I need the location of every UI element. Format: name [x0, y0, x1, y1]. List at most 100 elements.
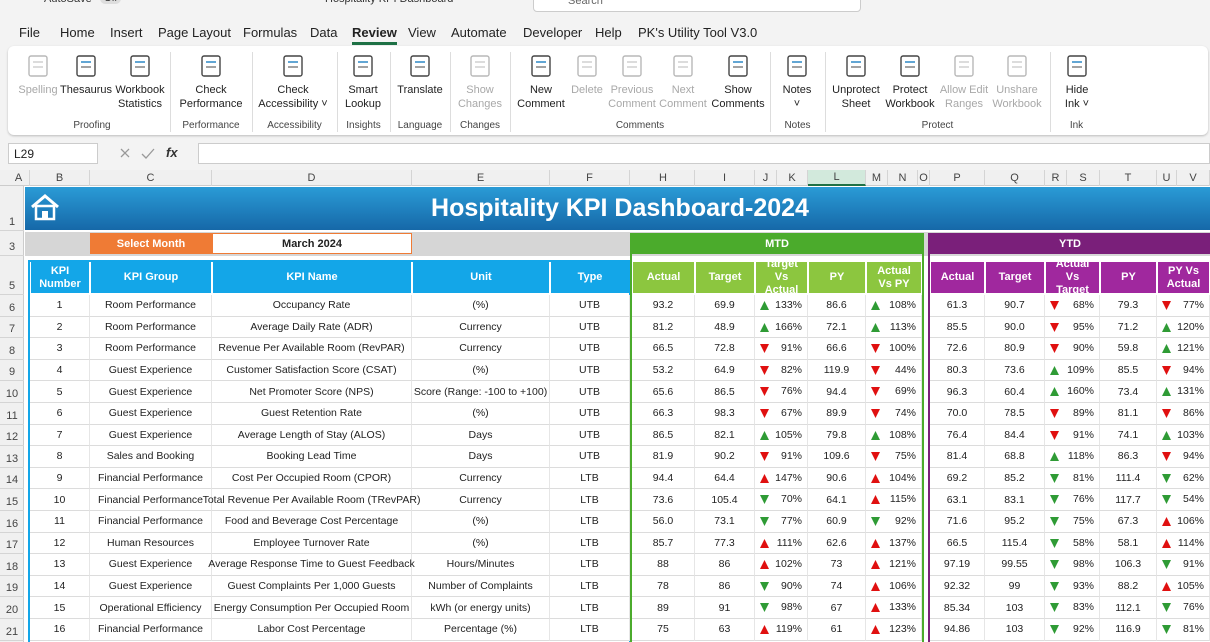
table-cell: 15: [30, 597, 90, 619]
trend-arrow: [871, 560, 880, 570]
table-cell: (%): [412, 511, 550, 533]
column-header: H: [632, 170, 695, 186]
trend-arrow: [1050, 473, 1059, 483]
group-separator: [252, 52, 253, 132]
button-label: Notes: [782, 84, 812, 96]
ribbon-button[interactable]: Show Comments: [708, 50, 768, 116]
trend-arrow: [760, 387, 769, 397]
row-header-bar: [0, 186, 24, 642]
ribbon-tab[interactable]: Insert: [110, 25, 143, 40]
trend-arrow: [871, 625, 880, 634]
percent-text: 44%: [894, 363, 916, 376]
table-cell: 103: [985, 619, 1045, 641]
ribbon-tab[interactable]: File: [19, 25, 40, 40]
ribbon-button[interactable]: Hide Ink ˅: [1047, 50, 1107, 116]
button-icon: [622, 55, 642, 77]
ribbon-tab[interactable]: Page Layout: [158, 25, 232, 40]
row-header: 10: [0, 381, 24, 403]
ribbon-tab[interactable]: View: [408, 25, 436, 40]
table-cell: 86: [695, 554, 755, 576]
ribbon-button[interactable]: Check Accessibility ˅: [258, 50, 328, 116]
ribbon-button[interactable]: Delete: [557, 50, 617, 116]
ytd-banner: YTD: [930, 233, 1210, 254]
search-box[interactable]: Search: [533, 0, 861, 12]
ribbon-button[interactable]: Unshare Workbook: [987, 50, 1047, 116]
ribbon-tab[interactable]: Developer: [523, 25, 583, 40]
ribbon-button[interactable]: Next Comment: [653, 50, 713, 116]
button-label: Comment: [517, 98, 565, 110]
ribbon-button[interactable]: Previous Comment: [602, 50, 662, 116]
button-label: Performance: [179, 98, 243, 110]
formula-input[interactable]: [198, 143, 1210, 164]
table-cell: 10: [30, 489, 90, 511]
percent-text: 104%: [889, 471, 916, 484]
percent-cell: 89%: [1045, 403, 1100, 425]
ribbon-tab[interactable]: Review: [352, 25, 397, 45]
table-cell: 63.1: [930, 489, 985, 511]
ribbon-tab[interactable]: Data: [310, 25, 338, 40]
dashboard-title-bar: Hospitality KPI Dashboard-2024: [25, 187, 1210, 230]
table-cell: UTB: [550, 316, 630, 339]
table-cell: 91: [695, 597, 755, 619]
button-label: Hide: [1065, 84, 1089, 96]
table-cell: 62.6: [808, 532, 866, 555]
ribbon-button[interactable]: New Comment: [511, 50, 571, 116]
percent-cell: 76%: [1045, 489, 1100, 511]
button-icon: [470, 55, 490, 77]
trend-arrow: [760, 344, 769, 354]
table-cell: UTB: [550, 338, 630, 360]
ribbon-button[interactable]: Spelling: [8, 50, 68, 116]
table-cell: 94.4: [808, 381, 866, 403]
ribbon-button[interactable]: Unprotect Sheet: [826, 50, 886, 116]
button-label: Spelling: [18, 84, 58, 96]
ribbon-button[interactable]: Translate: [390, 50, 450, 116]
trend-arrow: [760, 517, 769, 526]
button-icon: [1067, 55, 1087, 77]
trend-arrow: [1162, 473, 1171, 483]
percent-text: 94%: [1182, 450, 1204, 463]
ribbon-button[interactable]: Protect Workbook: [880, 50, 940, 116]
ribbon-button[interactable]: Notes ˅: [767, 50, 827, 116]
table-cell: 84.4: [985, 424, 1045, 447]
percent-text: 137%: [889, 536, 916, 549]
trend-arrow: [1162, 344, 1171, 354]
percent-cell: 81%: [1157, 619, 1210, 641]
ribbon-button[interactable]: Allow Edit Ranges: [934, 50, 994, 116]
ribbon-button[interactable]: Smart Lookup: [333, 50, 393, 116]
ribbon-tab[interactable]: Home: [60, 25, 95, 40]
ribbon-button[interactable]: Workbook Statistics: [110, 50, 170, 116]
percent-cell: 91%: [755, 338, 808, 360]
button-label: New: [529, 84, 552, 96]
ribbon-tab[interactable]: Formulas: [243, 25, 298, 40]
name-box[interactable]: L29: [8, 143, 98, 164]
percent-cell: 166%: [755, 316, 808, 339]
table-cell: LTB: [550, 619, 630, 641]
month-select[interactable]: March 2024: [212, 233, 412, 254]
table-cell: 85.5: [930, 316, 985, 339]
ribbon-tab[interactable]: Help: [595, 25, 622, 40]
table-cell: Financial Performance: [90, 467, 212, 490]
button-label: Unprotect: [832, 84, 880, 96]
trend-arrow: [1050, 452, 1059, 462]
percent-text: 123%: [889, 623, 916, 635]
ribbon-button[interactable]: Show Changes: [450, 50, 510, 116]
table-header: Target: [695, 261, 755, 294]
ribbon-group-label: Changes: [459, 120, 501, 131]
table-header: PY: [1100, 261, 1157, 294]
ribbon-button[interactable]: Thesaurus: [56, 50, 116, 116]
trend-arrow: [871, 301, 880, 310]
table-cell: 90.6: [808, 467, 866, 490]
button-icon: [900, 55, 920, 77]
table-cell: 65.6: [632, 381, 695, 403]
ribbon-tab[interactable]: PK's Utility Tool V3.0: [638, 25, 758, 40]
column-header: B: [30, 170, 90, 186]
trend-arrow: [760, 473, 769, 483]
ribbon-button[interactable]: Check Performance: [180, 50, 242, 116]
table-cell: 67: [808, 597, 866, 619]
ribbon-tab[interactable]: Automate: [451, 25, 507, 40]
percent-text: 83%: [1072, 601, 1094, 614]
fx-label: fx: [166, 145, 178, 160]
ribbon-group-label: Protect: [921, 120, 954, 131]
table-cell: 67.3: [1100, 511, 1157, 533]
button-label: Protect: [892, 84, 928, 96]
